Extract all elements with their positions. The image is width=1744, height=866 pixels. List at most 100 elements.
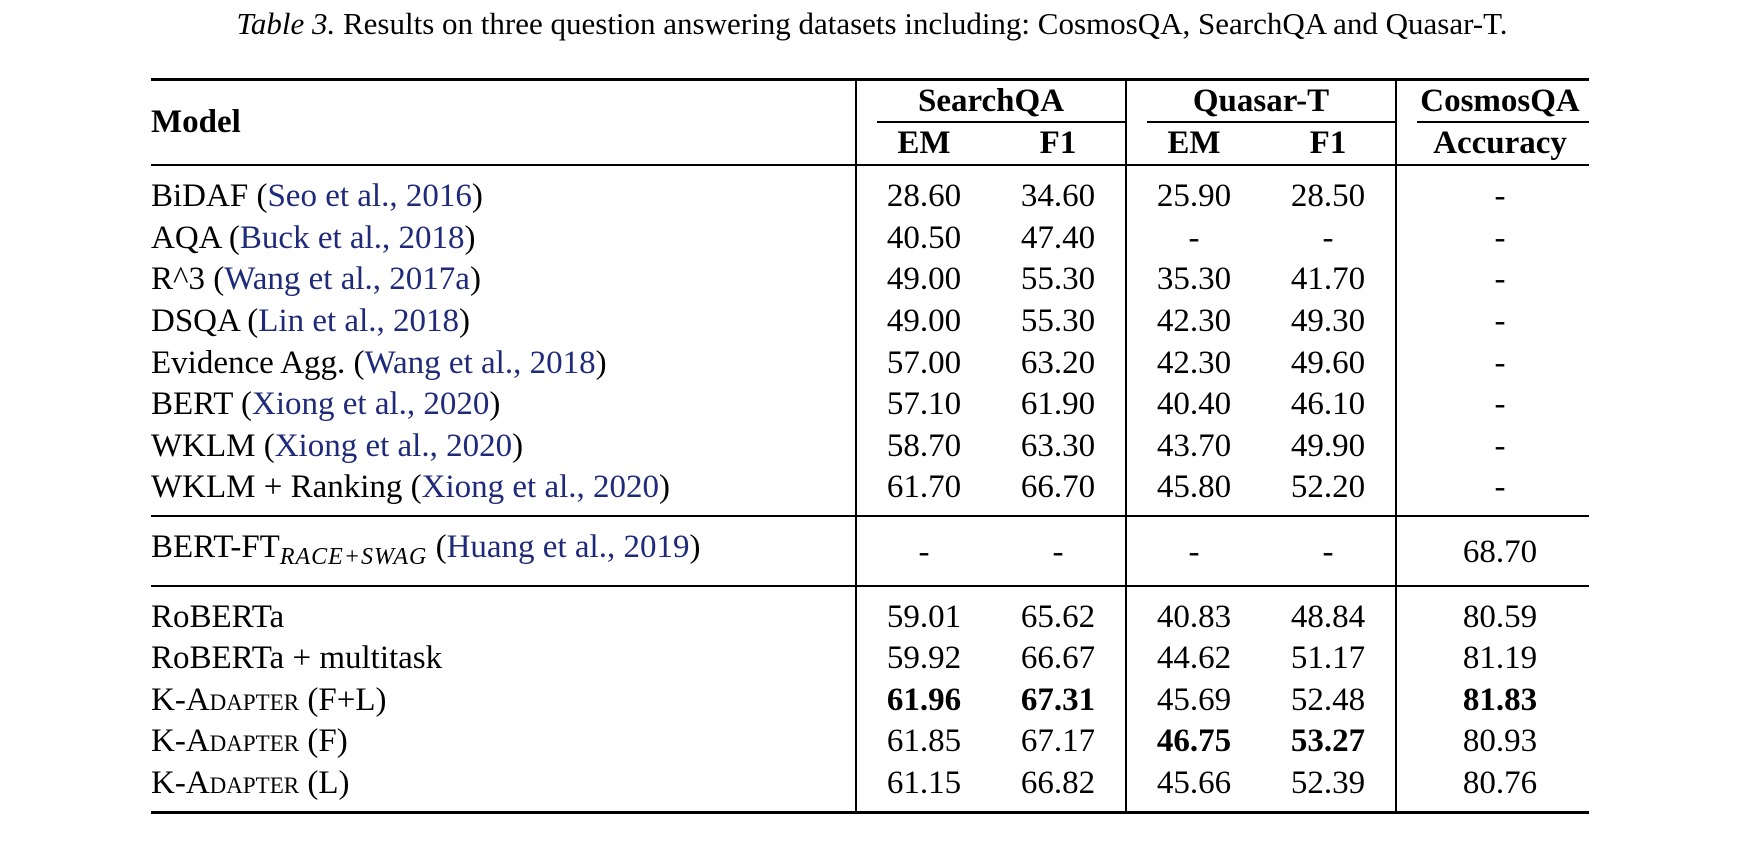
caption-text: Results on three question answering data… [343,6,1508,41]
table-row: BERT (Xiong et al., 2020) 57.10 61.90 40.40… [151,384,1589,426]
table-cell: 68.70 [1395,514,1589,586]
table-cell: - [1395,342,1589,385]
citation-link: Xiong et al. [421,469,577,506]
citation-separator: , [381,219,399,256]
table-cell: - [855,514,991,586]
citation-link: Xiong et al. [252,386,407,423]
model-label: RoBERTa + multitask [151,640,443,677]
model-label: ) [459,302,470,339]
table-cell: 40.83 [1125,584,1261,639]
table-row: DSQA (Lin et al., 2018) 49.00 55.30 42.30 49… [151,300,1589,343]
table-row: RoBERTa + multitask 59.92 66.67 44.62 51.17 8… [151,638,1589,680]
header-metric: Accuracy [1395,122,1589,166]
table-cell: 57.00 [855,342,991,385]
model-name: AQA (Buck et al., 2018) [151,218,856,260]
model-label: (L) [299,764,350,801]
model-name: RoBERTa + multitask [151,638,856,680]
model-label: (F+L) [299,681,387,718]
table-cell: 28.50 [1261,164,1396,218]
table-row: K-Adapter (F+L) 61.96 67.31 45.69 52.48 81.83 [151,679,1589,722]
table-row: WKLM (Xiong et al., 2020) 58.70 63.30 43.70… [151,425,1589,468]
table-row: K-Adapter (F) 61.85 67.17 46.75 53.27 80.93 [151,721,1589,763]
table-cell: 81.83 [1395,679,1589,722]
header-group-searchqa: SearchQA [855,77,1126,123]
model-label: DSQA ( [151,302,259,339]
table-cell: 47.40 [1020,219,1096,256]
model-label: R^3 ( [151,261,225,298]
table-row: BERT-FTRACE+SWAG (Huang et al., 2019) - - -… [151,514,1589,586]
model-label: ( [427,528,447,565]
model-name: K-Adapter (F) [151,721,856,763]
model-label: BiDAF ( [151,178,268,215]
table-cell: 80.76 [1395,762,1589,814]
citation-separator: , [406,386,424,423]
model-label: ) [689,528,701,565]
model-name: WKLM + Ranking (Xiong et al., 2020) [151,467,856,516]
table-cell: 58.70 [855,425,991,468]
table-cell: 25.90 [1125,164,1261,218]
table-cell: 52.48 [1290,681,1366,718]
table-cell: 67.31 [1020,681,1096,718]
citation-link: Xiong et al. [274,427,430,464]
results-table: Model SearchQA Quasar-T CosmosQA EM F1 E… [151,77,1589,814]
model-label: K-A [151,681,210,718]
citation-separator: , [606,528,624,565]
header-metric: EM [855,122,991,166]
table-cell: - [1395,164,1589,218]
table-cell: 34.60 [991,164,1126,218]
table-row: BiDAF (Seo et al., 2016) 28.60 34.60 25.90 2… [151,164,1589,218]
header-group-cosmosqa: CosmosQA [1395,77,1589,123]
citation-link: Huang et al. [446,528,607,565]
model-label-smallcaps: dapter [209,681,300,718]
table-cell: - [1395,467,1589,516]
citation-separator: , [376,302,393,339]
table-cell: - [991,514,1126,586]
table-cell: 49.00 [855,300,991,343]
model-name: WKLM (Xiong et al., 2020) [151,426,856,468]
table-cell: 80.93 [1395,721,1589,763]
table-row: Evidence Agg. (Wang et al., 2018) 57.00 63… [151,342,1589,385]
table-cell: 67.17 [1020,723,1096,760]
model-label: ) [464,219,476,256]
citation-separator: , [513,344,530,381]
model-name: Evidence Agg. (Wang et al., 2018) [151,343,856,385]
table-cell: 57.10 [855,384,991,426]
table-cell: 45.69 [1125,679,1261,722]
table-cell: - [1395,300,1589,343]
table-row: AQA (Buck et al., 2018) 40.50 47.40- - - [151,217,1589,260]
table-cell: 40.40 [1125,384,1261,426]
table-cell: 63.20 [1020,344,1096,381]
citation-year: 2019 [623,528,690,565]
table-cell: 61.70 [855,467,991,516]
table-cell: 55.30 [1020,261,1096,298]
model-label: AQA ( [151,219,240,256]
model-label: BERT ( [151,386,252,423]
table-cell: - [1125,217,1261,260]
table-cell: 80.59 [1395,584,1589,639]
table-cell: 81.19 [1395,638,1589,680]
table-cell: - [1395,217,1589,260]
model-label: WKLM ( [151,427,275,464]
model-label: BERT-FT [151,528,280,565]
citation-link: Seo et al. [267,178,390,215]
model-label: ) [595,344,607,381]
table-cell: 61.85 [855,721,991,763]
table-cell: 65.62 [991,584,1126,639]
citation-year: 2020 [423,386,490,423]
table-cell: - [1261,514,1396,586]
table-cell: 59.92 [855,638,991,680]
table-cell: 49.30 [1290,302,1366,339]
table-cell: 61.90 [1020,386,1096,423]
model-label: (F) [299,723,348,760]
caption-label: Table 3. [236,6,336,41]
citation-link: Wang et al. [364,344,514,381]
table-cell: - [1395,384,1589,426]
citation-link: Lin et al. [258,302,377,339]
header-metric: F1 [1039,124,1077,161]
table-cell: 52.39 [1261,762,1396,814]
table-cell: 41.70 [1290,261,1366,298]
table-cell: 42.30 [1125,300,1261,343]
table-cell: 44.62 [1125,638,1261,680]
citation-separator: , [389,178,406,215]
citation-separator: , [429,427,447,464]
